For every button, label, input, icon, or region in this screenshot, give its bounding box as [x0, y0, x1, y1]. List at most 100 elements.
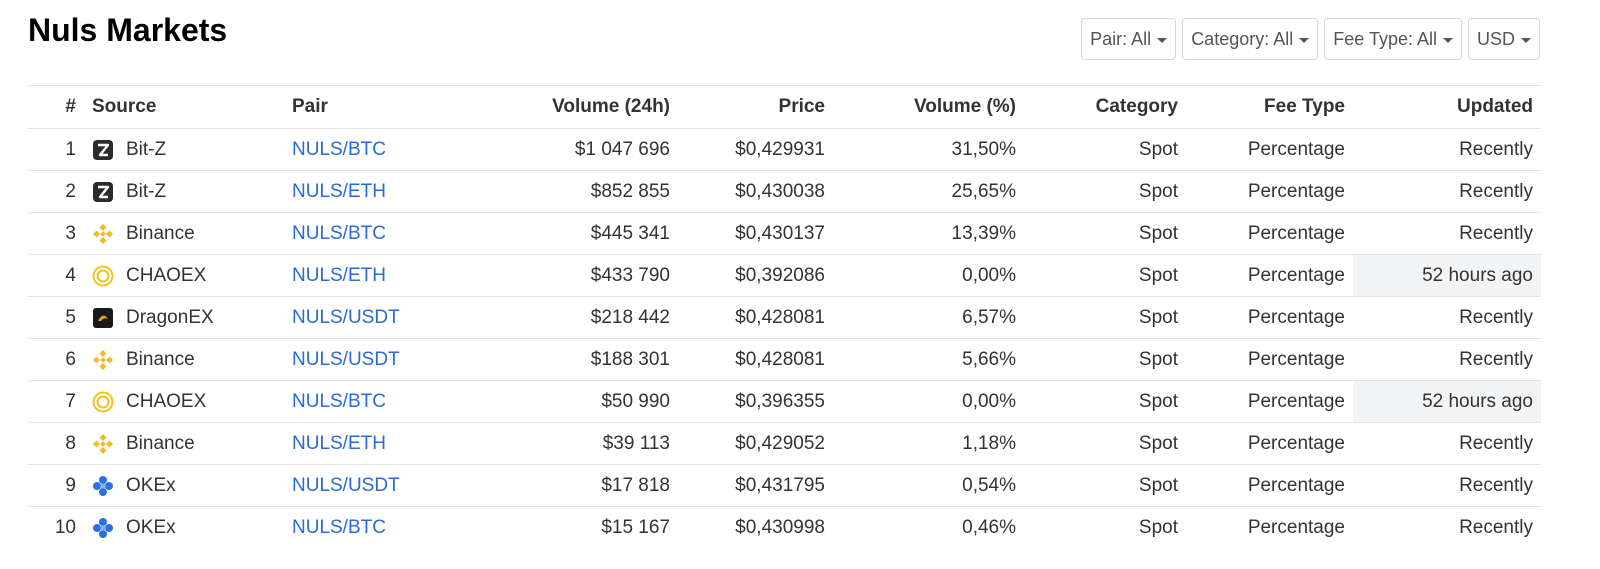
- pair-link[interactable]: NULS/ETH: [292, 264, 386, 286]
- header-volume[interactable]: Volume (24h): [484, 85, 678, 129]
- source-cell[interactable]: Bit-Z: [84, 170, 284, 213]
- price-cell: $0,430038: [678, 170, 833, 213]
- rank-cell: 6: [28, 338, 84, 381]
- updated-cell: Recently: [1353, 296, 1541, 339]
- okex-icon: [92, 475, 114, 497]
- category-cell: Spot: [1024, 506, 1186, 549]
- header-fee-type[interactable]: Fee Type: [1186, 85, 1353, 129]
- header-price[interactable]: Price: [678, 85, 833, 129]
- pair-cell: NULS/USDT: [284, 464, 484, 507]
- chaoex-icon: [92, 391, 114, 413]
- source-name[interactable]: Binance: [126, 432, 195, 454]
- updated-cell: Recently: [1353, 128, 1541, 171]
- category-cell: Spot: [1024, 338, 1186, 381]
- table-body: 1 Bit-Z NULS/BTC $1 047 696 $0,429931 31,50% S…: [28, 128, 1541, 549]
- volume-percent-cell: 25,65%: [833, 170, 1024, 213]
- pair-filter-dropdown[interactable]: Pair: All: [1081, 18, 1177, 60]
- source-name[interactable]: OKEx: [126, 474, 176, 496]
- source-cell[interactable]: CHAOEX: [84, 380, 284, 423]
- table-row: 5 DragonEX NULS/USDT $218 442 $0,428081 6,57%…: [28, 296, 1541, 339]
- volume-percent-cell: 0,00%: [833, 380, 1024, 423]
- chevron-down-icon: [1157, 37, 1168, 43]
- source-cell[interactable]: OKEx: [84, 464, 284, 507]
- updated-cell: Recently: [1353, 422, 1541, 465]
- source-cell[interactable]: CHAOEX: [84, 254, 284, 297]
- header-pair[interactable]: Pair: [284, 85, 484, 129]
- header-source[interactable]: Source: [84, 85, 284, 129]
- price-cell: $0,429052: [678, 422, 833, 465]
- table-row: 3 Binance NULS/BTC $445 341 $0,430137 13,39% S…: [28, 212, 1541, 255]
- chevron-down-icon: [1299, 37, 1310, 43]
- table-header-row: # Source Pair Volume (24h) Price Volume …: [28, 85, 1541, 129]
- rank-cell: 8: [28, 422, 84, 465]
- source-cell[interactable]: Binance: [84, 422, 284, 465]
- source-cell[interactable]: Bit-Z: [84, 128, 284, 171]
- source-cell[interactable]: DragonEX: [84, 296, 284, 339]
- rank-cell: 7: [28, 380, 84, 423]
- source-name[interactable]: Bit-Z: [126, 180, 167, 202]
- pair-link[interactable]: NULS/USDT: [292, 474, 400, 496]
- category-cell: Spot: [1024, 254, 1186, 297]
- pair-cell: NULS/ETH: [284, 254, 484, 297]
- updated-cell: 52 hours ago: [1353, 380, 1541, 423]
- source-name[interactable]: Binance: [126, 348, 195, 370]
- pair-link[interactable]: NULS/BTC: [292, 222, 386, 244]
- volume-cell: $39 113: [484, 422, 678, 465]
- source-name[interactable]: CHAOEX: [126, 264, 207, 286]
- source-name[interactable]: OKEx: [126, 516, 176, 538]
- category-filter-dropdown[interactable]: Category: All: [1182, 18, 1319, 60]
- fee-type-filter-dropdown[interactable]: Fee Type: All: [1324, 18, 1462, 60]
- chevron-down-icon: [1521, 37, 1531, 43]
- volume-percent-cell: 0,46%: [833, 506, 1024, 549]
- currency-label: USD: [1476, 28, 1515, 49]
- pair-link[interactable]: NULS/USDT: [292, 306, 400, 328]
- price-cell: $0,392086: [678, 254, 833, 297]
- pair-link[interactable]: NULS/BTC: [292, 390, 386, 412]
- category-cell: Spot: [1024, 296, 1186, 339]
- category-cell: Spot: [1024, 170, 1186, 213]
- source-name[interactable]: Binance: [126, 222, 195, 244]
- pair-link[interactable]: NULS/BTC: [292, 138, 386, 160]
- pair-link[interactable]: NULS/ETH: [292, 432, 386, 454]
- fee-type-cell: Percentage: [1186, 380, 1353, 423]
- fee-type-cell: Percentage: [1186, 170, 1353, 213]
- category-cell: Spot: [1024, 380, 1186, 423]
- fee-type-cell: Percentage: [1186, 422, 1353, 465]
- category-cell: Spot: [1024, 464, 1186, 507]
- rank-cell: 5: [28, 296, 84, 339]
- pair-link[interactable]: NULS/USDT: [292, 348, 400, 370]
- pair-filter-label: Pair: All: [1090, 28, 1152, 49]
- source-cell[interactable]: Binance: [84, 212, 284, 255]
- volume-percent-cell: 31,50%: [833, 128, 1024, 171]
- chevron-down-icon: [1442, 37, 1453, 43]
- source-name[interactable]: Bit-Z: [126, 138, 167, 160]
- table-row: 2 Bit-Z NULS/ETH $852 855 $0,430038 25,65% Spo…: [28, 170, 1541, 213]
- pair-cell: NULS/BTC: [284, 128, 484, 171]
- source-name[interactable]: CHAOEX: [126, 390, 207, 412]
- pair-cell: NULS/USDT: [284, 296, 484, 339]
- pair-cell: NULS/BTC: [284, 212, 484, 255]
- source-cell[interactable]: OKEx: [84, 506, 284, 549]
- fee-type-cell: Percentage: [1186, 296, 1353, 339]
- pair-cell: NULS/ETH: [284, 422, 484, 465]
- pair-link[interactable]: NULS/ETH: [292, 180, 386, 202]
- volume-cell: $50 990: [484, 380, 678, 423]
- table-row: 9 OKEx NULS/USDT $17 818 $0,431795 0,54% Spot P…: [28, 464, 1541, 507]
- volume-percent-cell: 1,18%: [833, 422, 1024, 465]
- price-cell: $0,429931: [678, 128, 833, 171]
- source-cell[interactable]: Binance: [84, 338, 284, 381]
- category-filter-label: Category: All: [1191, 28, 1294, 49]
- header-volume-percent[interactable]: Volume (%): [833, 85, 1024, 129]
- header-updated[interactable]: Updated: [1353, 85, 1541, 129]
- updated-cell: Recently: [1353, 338, 1541, 381]
- table-row: 8 Binance NULS/ETH $39 113 $0,429052 1,18% Spo…: [28, 422, 1541, 465]
- header-rank[interactable]: #: [28, 85, 84, 129]
- rank-cell: 2: [28, 170, 84, 213]
- updated-cell: Recently: [1353, 464, 1541, 507]
- binance-icon: [92, 349, 114, 371]
- source-name[interactable]: DragonEX: [126, 306, 214, 328]
- currency-dropdown[interactable]: USD: [1467, 18, 1540, 60]
- pair-link[interactable]: NULS/BTC: [292, 516, 386, 538]
- price-cell: $0,428081: [678, 296, 833, 339]
- header-category[interactable]: Category: [1024, 85, 1186, 129]
